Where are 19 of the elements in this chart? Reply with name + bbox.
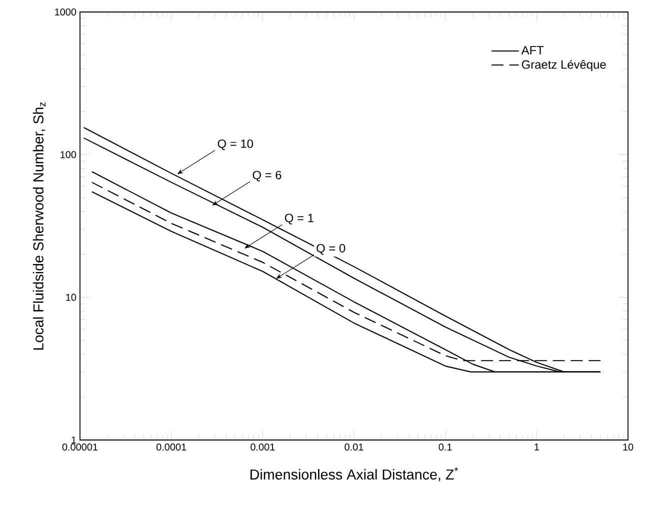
- annotation: Q = 6: [252, 170, 282, 182]
- annotation: Q = 1: [284, 214, 314, 224]
- x-tick-label: 0.1: [438, 444, 452, 451]
- x-axis-title: Dimensionless Axial Distance, Z$^{*}$: [250, 467, 458, 482]
- legend-label: Graetz Lévêque: [522, 60, 606, 72]
- annotation: Q = 10: [218, 139, 254, 150]
- x-tick-label: 0.0001: [156, 444, 186, 451]
- x-tick-label: 0.001: [250, 444, 275, 451]
- y-tick-label: 10: [66, 294, 76, 301]
- y-tick-label: 1: [72, 436, 76, 444]
- legend-label: AFT: [521, 46, 544, 54]
- x-tick-label: 0.01: [344, 444, 364, 451]
- x-tick-label: 10: [623, 444, 634, 451]
- x-tick-label: 0.00001: [62, 444, 98, 451]
- annotation: Q = 0: [316, 244, 346, 255]
- y-tick-label: 100: [60, 151, 76, 158]
- x-tick-label: 1: [534, 444, 539, 450]
- y-axis-title: Local Fluidside Sherwood Number, Sh$_{z}$: [32, 102, 46, 350]
- y-tick-label: 1000: [55, 8, 76, 16]
